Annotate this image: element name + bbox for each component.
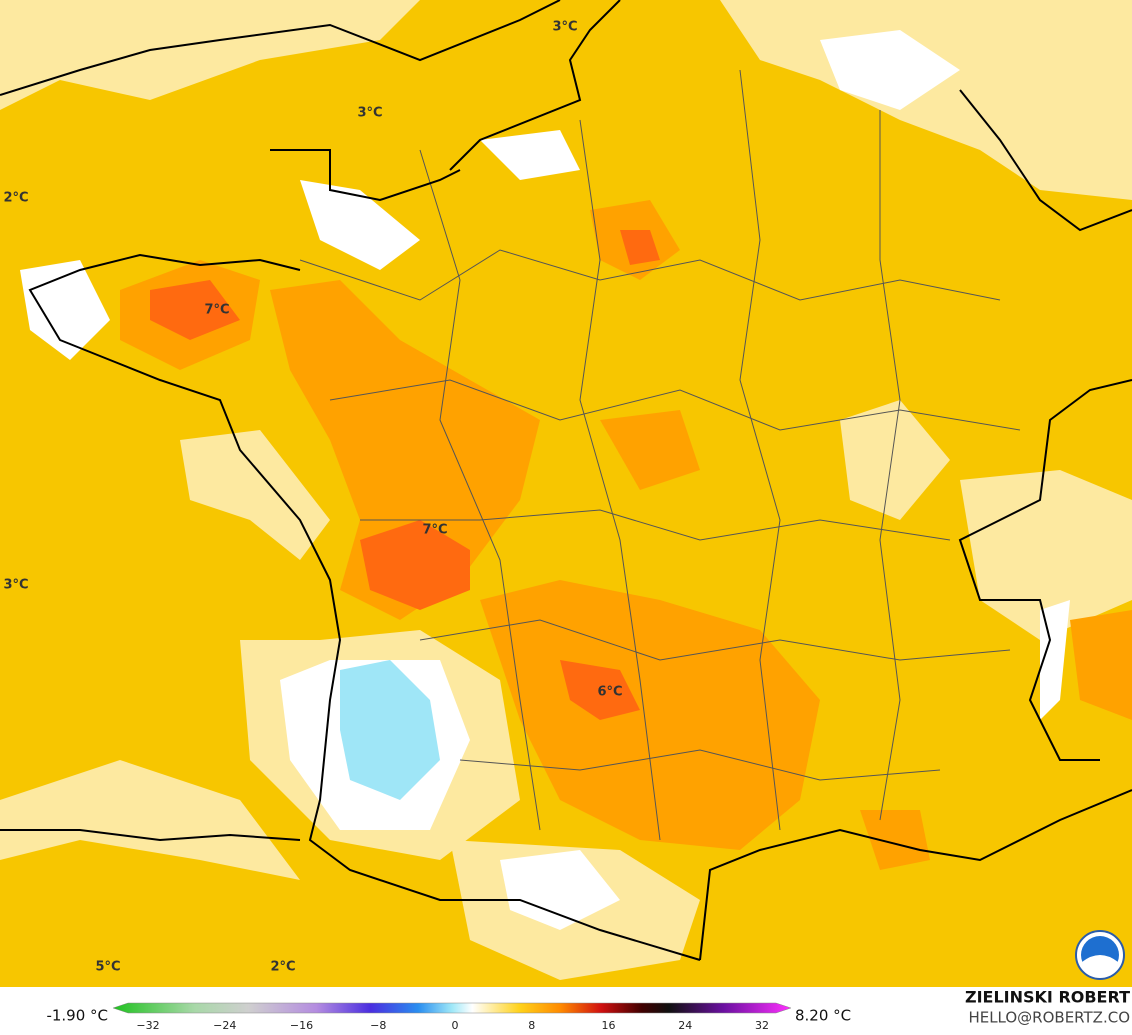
map-label: 3°C xyxy=(3,578,28,593)
map-label: 7°C xyxy=(204,303,229,318)
legend-tick-label: 16 xyxy=(602,1019,616,1032)
logo xyxy=(1075,930,1125,980)
legend-tick-label: 32 xyxy=(755,1019,769,1032)
legend-tick-label: −32 xyxy=(136,1019,159,1032)
map-label: 7°C xyxy=(422,523,447,538)
legend-tick-label: 8 xyxy=(528,1019,535,1032)
white-areas xyxy=(20,30,1070,930)
color-bar xyxy=(112,1002,792,1014)
legend-tick-label: 0 xyxy=(452,1019,459,1032)
legend-tick-label: −16 xyxy=(290,1019,313,1032)
legend-tick-label: −24 xyxy=(213,1019,236,1032)
credit-author: ZIELINSKI ROBERT xyxy=(965,988,1130,1007)
credit-email: HELLO@ROBERTZ.CO xyxy=(968,1009,1130,1027)
map-label: 5°C xyxy=(95,960,120,975)
map-label: 3°C xyxy=(552,20,577,35)
cold-area xyxy=(340,660,440,800)
legend: -1.90 °C 8.20 °C −32 −24 −16 −8 0 8 16 24 32 ZIE… xyxy=(0,987,1132,1035)
map-label: 3°C xyxy=(357,106,382,121)
coastline xyxy=(0,0,1132,961)
legend-ticks: −32 −24 −16 −8 0 8 16 24 32 xyxy=(136,1019,769,1032)
map: 3°C 3°C 2°C 7°C 7°C 3°C 6°C 5°C 2°C xyxy=(0,0,1132,987)
legend-min: -1.90 °C xyxy=(46,1007,108,1025)
legend-max: 8.20 °C xyxy=(795,1007,851,1025)
borders xyxy=(299,69,1021,841)
warm-areas xyxy=(150,230,660,720)
legend-tick-label: 24 xyxy=(678,1019,692,1032)
map-label: 6°C xyxy=(597,685,622,700)
legend-tick-label: −8 xyxy=(370,1019,386,1032)
map-label: 2°C xyxy=(3,191,28,206)
map-label: 2°C xyxy=(270,960,295,975)
